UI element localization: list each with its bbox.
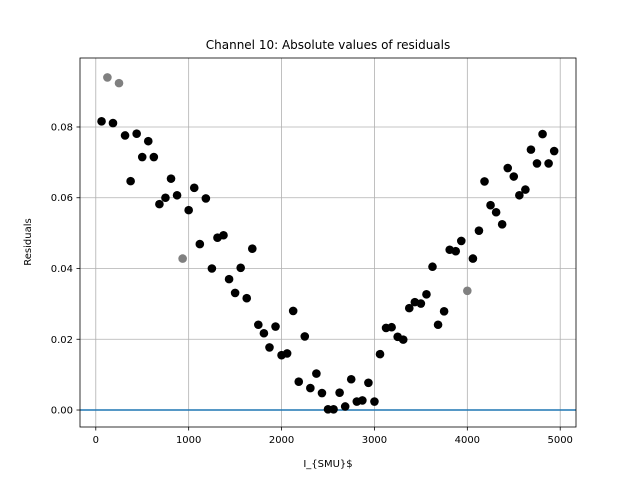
data-point <box>375 349 385 359</box>
data-point <box>456 236 466 246</box>
data-point <box>219 230 228 240</box>
data-point <box>404 303 414 313</box>
y-tick-label: 0.02 <box>51 335 73 346</box>
data-point <box>433 320 443 330</box>
data-point <box>247 244 257 253</box>
y-tick-label: 0.08 <box>51 122 73 133</box>
data-point <box>166 174 176 183</box>
y-tick-label: 0.06 <box>51 193 73 204</box>
data-point <box>288 306 298 316</box>
x-tick-label: 0 <box>93 435 99 446</box>
data-point <box>335 388 344 397</box>
data-point <box>254 320 263 330</box>
data-point <box>503 163 513 173</box>
data-point <box>346 374 356 384</box>
data-point <box>294 377 304 387</box>
data-point <box>521 185 530 194</box>
data-point <box>329 405 338 414</box>
data-point <box>340 402 350 411</box>
data-point <box>480 177 489 186</box>
data-point <box>271 322 280 331</box>
data-point <box>439 307 449 316</box>
data-point <box>370 397 379 406</box>
data-point <box>312 369 321 378</box>
data-point <box>468 254 478 263</box>
data-point <box>497 219 507 229</box>
data-point <box>108 118 118 128</box>
x-tick-label: 2000 <box>269 435 294 446</box>
data-point <box>317 388 327 398</box>
data-point <box>114 78 124 88</box>
data-point <box>265 343 274 352</box>
data-point <box>189 183 199 193</box>
data-point <box>224 274 234 284</box>
data-point <box>428 262 437 272</box>
data-point <box>422 290 431 299</box>
data-point <box>97 117 106 126</box>
data-point <box>358 396 367 405</box>
x-ticks: 0 1000 2000 3000 4000 5000 <box>93 427 573 446</box>
data-point <box>230 288 240 298</box>
data-point <box>526 145 536 154</box>
y-tick-label: 0.04 <box>51 264 73 275</box>
chart-title: Channel 10: Absolute values of residuals <box>206 38 451 52</box>
data-point <box>398 335 408 344</box>
data-points <box>97 73 559 414</box>
x-tick-label: 4000 <box>455 435 480 446</box>
y-ticks: 0.00 0.02 0.04 0.06 0.08 <box>51 122 80 417</box>
x-tick-label: 3000 <box>362 435 387 446</box>
data-point <box>242 293 252 303</box>
y-axis-label: Residuals <box>23 218 34 265</box>
data-point <box>149 152 159 162</box>
data-point <box>201 194 211 203</box>
data-point <box>491 207 501 217</box>
data-point <box>387 322 396 332</box>
data-point <box>195 239 205 249</box>
data-point <box>172 190 182 200</box>
data-point <box>282 349 292 358</box>
plot-frame <box>79 57 577 428</box>
x-tick-label: 5000 <box>547 435 572 446</box>
data-point <box>532 159 542 168</box>
data-point <box>207 264 217 273</box>
data-point <box>306 383 315 393</box>
data-point <box>137 152 147 162</box>
data-point <box>509 172 519 181</box>
data-point <box>451 246 461 256</box>
data-point <box>463 286 472 296</box>
data-point <box>161 193 170 203</box>
data-point <box>549 146 559 156</box>
data-point <box>538 129 547 139</box>
data-point <box>103 73 112 82</box>
data-point <box>184 205 193 215</box>
grid <box>80 58 576 427</box>
data-point <box>236 263 245 273</box>
x-axis-label: I_{SMU}$ <box>303 459 352 470</box>
data-point <box>132 129 141 139</box>
data-point <box>126 176 135 186</box>
data-point <box>259 328 269 338</box>
data-point <box>474 226 484 235</box>
data-point <box>416 299 426 308</box>
data-point <box>486 200 495 210</box>
data-point <box>515 190 524 200</box>
x-tick-label: 1000 <box>176 435 201 446</box>
y-tick-label: 0.00 <box>51 406 73 417</box>
data-point <box>364 378 373 388</box>
data-point <box>544 159 553 168</box>
data-point <box>300 332 310 341</box>
data-point <box>143 136 153 146</box>
data-point <box>155 199 164 209</box>
data-point <box>178 254 187 263</box>
data-point <box>120 131 130 140</box>
